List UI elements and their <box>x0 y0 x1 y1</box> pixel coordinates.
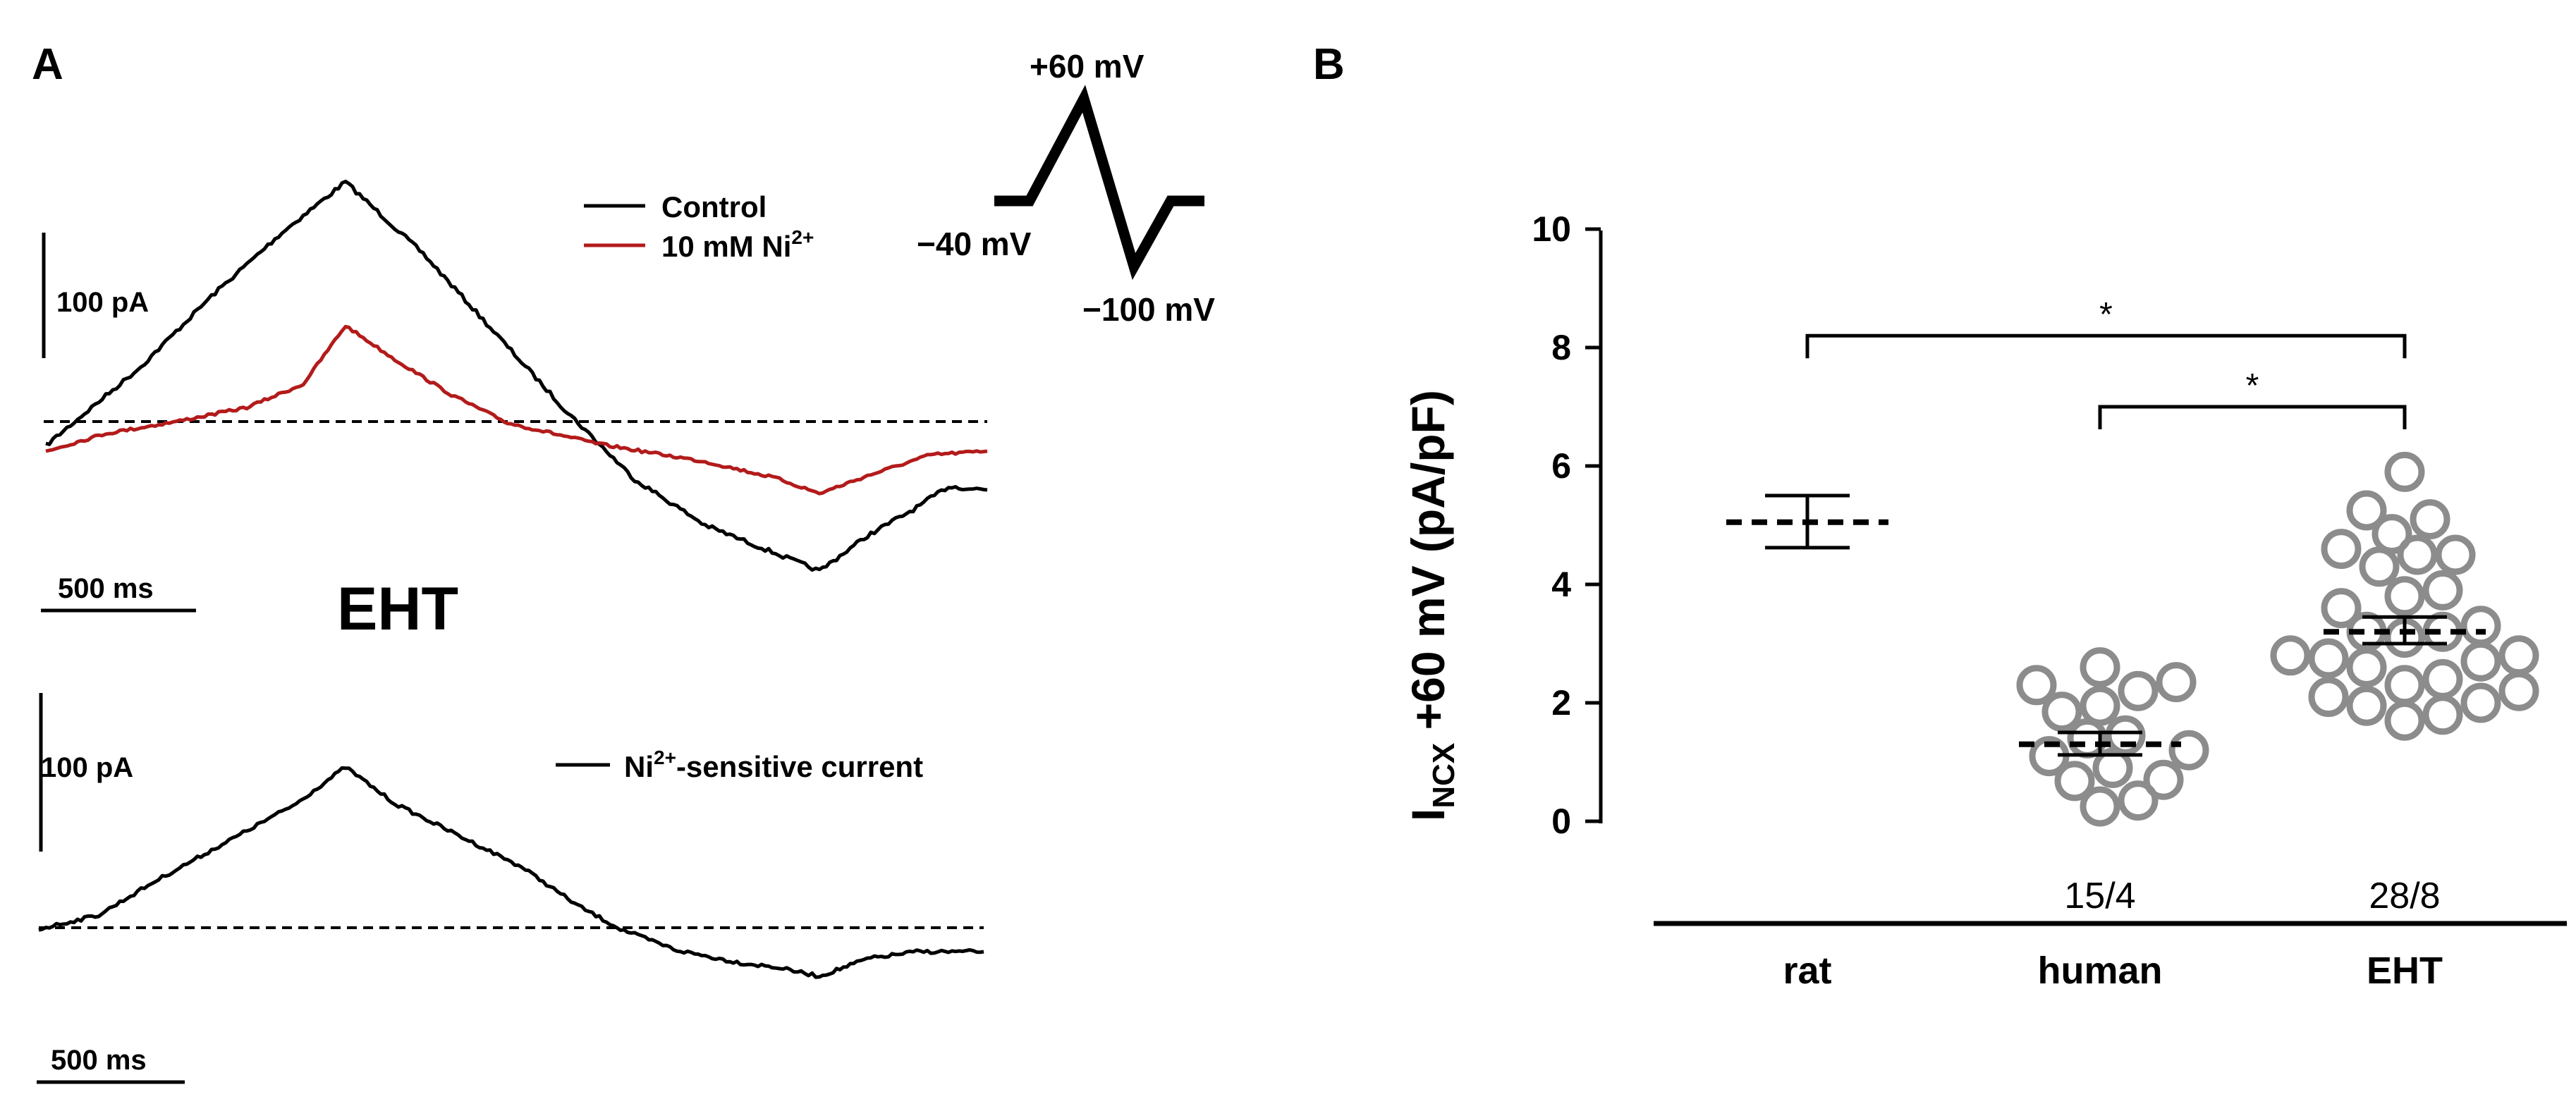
data-point <box>2422 694 2463 735</box>
data-point <box>2346 685 2387 726</box>
y-axis-label: INCX +60 mV (pA/pF) <box>1402 390 1461 821</box>
ni-trace <box>45 324 988 496</box>
significance-marker: * <box>2099 296 2113 333</box>
bottom-traces: 100 pA 500 ms Ni2+-sensitive current <box>37 693 984 1084</box>
data-point <box>2498 635 2539 676</box>
y-tick-label: 4 <box>1551 565 1571 604</box>
data-point <box>2270 635 2311 676</box>
data-point <box>2435 534 2476 575</box>
data-point <box>2054 761 2095 802</box>
x-categories: rat human EHT <box>1783 950 2443 992</box>
data-point <box>2118 670 2159 711</box>
group-EHT <box>2270 451 2539 741</box>
top-scale-current-label: 100 pA <box>56 287 149 318</box>
control-trace <box>45 179 988 572</box>
data-point <box>2460 606 2501 646</box>
bottom-scale-current-label: 100 pA <box>41 752 133 783</box>
data-groups <box>1726 451 2539 827</box>
y-tick-label: 6 <box>1551 446 1571 486</box>
group-rat <box>1726 493 1888 550</box>
ni-sensitive-trace <box>38 766 984 979</box>
data-point <box>2308 638 2349 679</box>
bracket-line <box>2098 405 2407 429</box>
group-count-label: 15/4 <box>2064 876 2135 916</box>
data-point <box>2105 715 2146 756</box>
data-point <box>2321 588 2362 629</box>
data-point <box>2080 647 2120 688</box>
data-point <box>2371 514 2412 555</box>
protocol-peak-label: +60 mV <box>1030 48 1144 85</box>
y-tick-label: 0 <box>1551 802 1571 841</box>
data-point <box>2384 576 2425 617</box>
significance-bracket: * <box>2098 367 2407 429</box>
data-point <box>2498 670 2539 711</box>
data-point <box>2080 786 2120 827</box>
data-point <box>2041 692 2082 732</box>
data-point <box>2384 451 2425 492</box>
y-tick-label: 2 <box>1551 683 1571 723</box>
significance-bracket: * <box>1805 296 2407 359</box>
group-human <box>2016 647 2209 827</box>
bottom-scale-time-label: 500 ms <box>51 1045 147 1076</box>
data-point <box>2384 700 2425 741</box>
data-point <box>2346 490 2387 531</box>
data-point <box>2460 682 2501 723</box>
top-traces: 100 pA 500 ms Control 10 mM Ni2+ <box>41 179 988 613</box>
protocol-trough-label: −100 mV <box>1082 291 1215 328</box>
data-point <box>2016 665 2057 706</box>
data-point <box>2346 647 2387 688</box>
data-point <box>2384 665 2425 706</box>
group-counts: 15/4 28/8 <box>2064 876 2440 916</box>
protocol-hold-label: −40 mV <box>917 226 1032 262</box>
x-category-label: human <box>2037 950 2162 992</box>
top-scale-time-label: 500 ms <box>58 573 154 604</box>
data-point <box>2422 658 2463 699</box>
data-point <box>2359 546 2400 587</box>
legend-sensitive-label: Ni2+-sensitive current <box>624 747 923 783</box>
data-point <box>2460 641 2501 682</box>
data-point <box>2168 730 2209 771</box>
data-point <box>2143 759 2184 800</box>
protocol-waveform <box>994 85 1204 281</box>
panel-a-label: A <box>32 40 63 89</box>
data-point <box>2397 534 2438 575</box>
group-count-label: 28/8 <box>2369 876 2440 916</box>
data-point <box>2308 677 2349 718</box>
x-category-label: EHT <box>2367 950 2443 992</box>
significance-marker: * <box>2246 367 2259 405</box>
data-point <box>2156 662 2197 703</box>
data-point <box>2422 570 2463 610</box>
data-point <box>2118 780 2159 821</box>
bracket-line <box>1805 333 2407 359</box>
y-ticks: 0 2 4 6 8 10 <box>1532 209 1601 841</box>
significance-brackets: ** <box>1805 296 2407 429</box>
data-point <box>2410 499 2450 540</box>
legend-control-label: Control <box>661 190 767 223</box>
data-point <box>2321 529 2362 570</box>
y-tick-label: 10 <box>1532 209 1571 249</box>
x-category-label: rat <box>1783 950 1831 992</box>
panel-b-label: B <box>1313 40 1345 89</box>
data-point <box>2080 685 2120 726</box>
section-label-eht: EHT <box>337 575 458 643</box>
legend-ni-label: 10 mM Ni2+ <box>661 226 814 263</box>
data-point <box>2092 747 2133 788</box>
y-tick-label: 8 <box>1551 328 1571 367</box>
voltage-protocol: +60 mV −40 mV −100 mV <box>917 48 1215 328</box>
